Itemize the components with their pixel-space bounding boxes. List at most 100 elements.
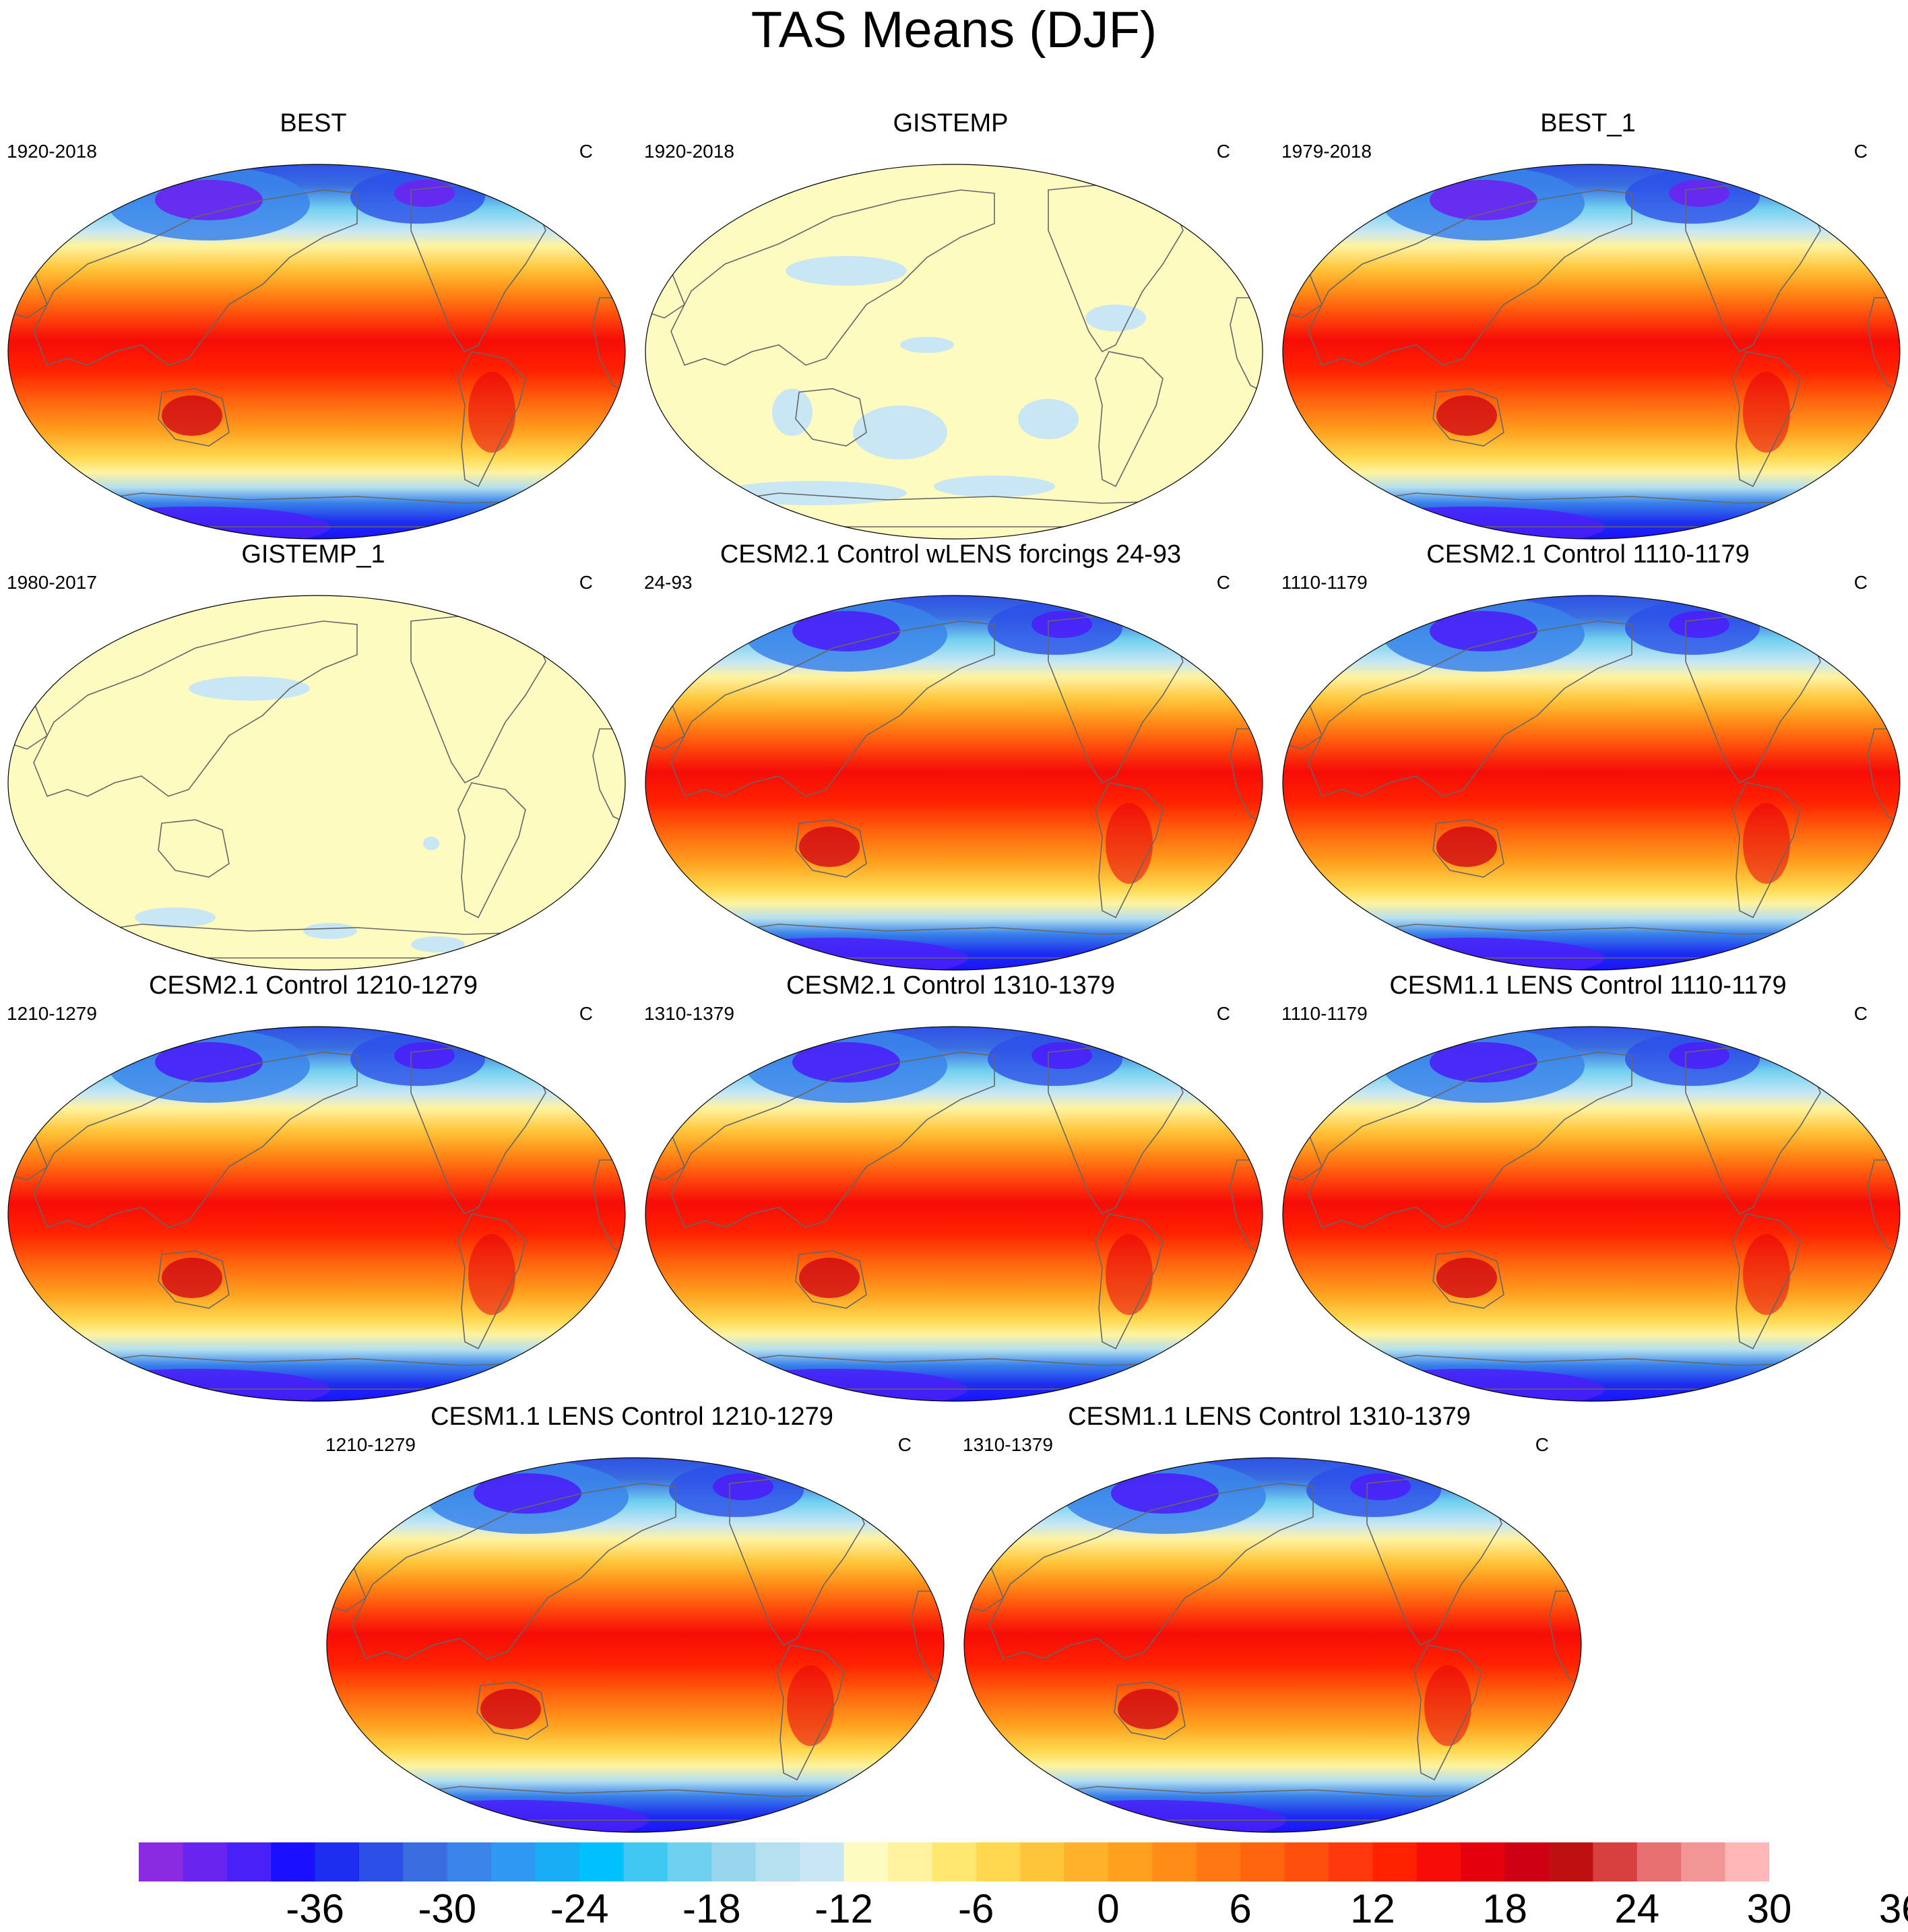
panel-units-label: C	[1216, 572, 1230, 593]
australia-coastline	[1432, 819, 1504, 878]
samerica-coastline	[1095, 782, 1164, 919]
colorbar-swatch	[711, 1842, 757, 1881]
samerica-coastline	[1732, 1213, 1801, 1350]
colorbar	[139, 1842, 1769, 1881]
africa-coastline	[1867, 728, 1900, 825]
colorbar-swatch	[1681, 1842, 1726, 1881]
antarctica-coastline	[365, 1786, 906, 1821]
africa-coastline	[911, 1590, 944, 1687]
asia-coastline	[1308, 189, 1632, 366]
panel-period-label: 24-93	[644, 572, 693, 593]
map-border	[7, 1026, 626, 1402]
panel-title: CESM1.1 LENS Control 1310-1379	[1068, 1403, 1471, 1431]
colorbar-tick-labels: -36 -30 -24 -18 -12 -6 0 6 12 18 24 30 36	[0, 1886, 1908, 1932]
australia-coastline	[795, 388, 867, 447]
colorbar-swatch	[1416, 1842, 1461, 1881]
panel-title: BEST_1	[1540, 109, 1636, 137]
panel-title: CESM2.1 Control 1310-1379	[786, 971, 1115, 1000]
temperature-field	[645, 164, 1263, 540]
panel-units-label: C	[1535, 1434, 1549, 1455]
colorbar-swatch	[1064, 1842, 1109, 1881]
panel-period-label: 1110-1179	[1281, 1003, 1368, 1024]
antarctica-coastline	[46, 1355, 587, 1390]
panel-title: CESM2.1 Control 1110-1179	[1426, 540, 1750, 569]
africa-coastline	[1230, 728, 1263, 825]
colorbar-swatch	[800, 1842, 844, 1881]
samerica-coastline	[1095, 1213, 1164, 1350]
colorbar-swatch	[1461, 1842, 1506, 1881]
map-border	[645, 164, 1263, 540]
world-map	[7, 594, 627, 971]
asia-coastline	[33, 189, 358, 366]
temperature-field	[7, 1026, 626, 1402]
africa-coastline	[592, 1159, 625, 1256]
africa-coastline	[1230, 297, 1263, 393]
map-border	[1282, 1026, 1901, 1402]
colorbar-swatch	[403, 1842, 448, 1881]
map-border	[1282, 164, 1901, 540]
panel-period-label: 1920-2018	[7, 141, 97, 162]
world-map	[7, 1025, 627, 1403]
colorbar-swatch	[932, 1842, 977, 1881]
colorbar-swatch	[183, 1842, 228, 1881]
map-panel: CESM1.1 LENS Control 1310-1379 1310-1379 C	[956, 1401, 1583, 1833]
colorbar-swatch	[1372, 1842, 1418, 1881]
africa-coastline	[1867, 297, 1900, 393]
colorbar-tick-label: 36	[1878, 1886, 1908, 1931]
africa-coastline	[1867, 1159, 1900, 1256]
panel-units-label: C	[1853, 572, 1868, 593]
colorbar-tick-label: -12	[815, 1886, 873, 1931]
map-border	[1282, 595, 1901, 971]
colorbar-swatch	[491, 1842, 536, 1881]
temperature-field	[963, 1457, 1582, 1833]
samerica-coastline	[1413, 1644, 1482, 1781]
samerica-coastline	[457, 782, 526, 919]
map-panel: CESM2.1 Control 1210-1279 1210-1279 C	[0, 970, 627, 1403]
panel-title: CESM1.1 LENS Control 1110-1179	[1389, 971, 1787, 1000]
colorbar-swatch	[623, 1842, 668, 1881]
map-panel: BEST_1 1979-2018 C	[1275, 108, 1901, 540]
colorbar-swatch	[1504, 1842, 1550, 1881]
antarctica-coastline	[1321, 492, 1862, 527]
map-border	[7, 595, 626, 971]
panel-period-label: 1920-2018	[644, 141, 734, 162]
antarctica-coastline	[1321, 1355, 1862, 1390]
map-border	[7, 164, 626, 540]
samerica-coastline	[1095, 351, 1164, 488]
colorbar-swatch	[271, 1842, 316, 1881]
panel-units-label: C	[579, 1003, 593, 1024]
samerica-coastline	[1732, 351, 1801, 488]
temperature-field	[645, 1026, 1263, 1402]
asia-coastline	[33, 620, 358, 797]
colorbar-tick-label: 12	[1350, 1886, 1395, 1931]
australia-coastline	[476, 1681, 548, 1740]
australia-coastline	[158, 388, 230, 447]
colorbar-tick-label: -6	[958, 1886, 994, 1931]
temperature-field	[1282, 1026, 1901, 1402]
colorbar-swatch	[1548, 1842, 1593, 1881]
map-border	[645, 595, 1263, 971]
africa-coastline	[1548, 1590, 1581, 1687]
colorbar-swatch	[1240, 1842, 1285, 1881]
map-border	[645, 1026, 1263, 1402]
samerica-coastline	[776, 1644, 845, 1781]
panel-title: GISTEMP	[893, 109, 1009, 137]
panel-title: GISTEMP_1	[241, 540, 385, 569]
temperature-field	[645, 595, 1263, 971]
panel-period-label: 1110-1179	[1281, 572, 1368, 593]
colorbar-swatch	[887, 1842, 932, 1881]
colorbar-swatch	[359, 1842, 404, 1881]
colorbar-tick-label: -18	[682, 1886, 741, 1931]
asia-coastline	[1308, 620, 1632, 797]
temperature-field	[7, 164, 626, 540]
world-map	[644, 594, 1264, 971]
panel-units-label: C	[897, 1434, 912, 1455]
colorbar-tick-label: 6	[1229, 1886, 1252, 1931]
colorbar-swatch	[139, 1842, 183, 1881]
panel-period-label: 1310-1379	[644, 1003, 734, 1024]
colorbar-swatch	[315, 1842, 360, 1881]
australia-coastline	[158, 1250, 230, 1309]
asia-coastline	[989, 1483, 1314, 1659]
colorbar-swatches	[139, 1842, 1769, 1881]
samerica-coastline	[1732, 782, 1801, 919]
